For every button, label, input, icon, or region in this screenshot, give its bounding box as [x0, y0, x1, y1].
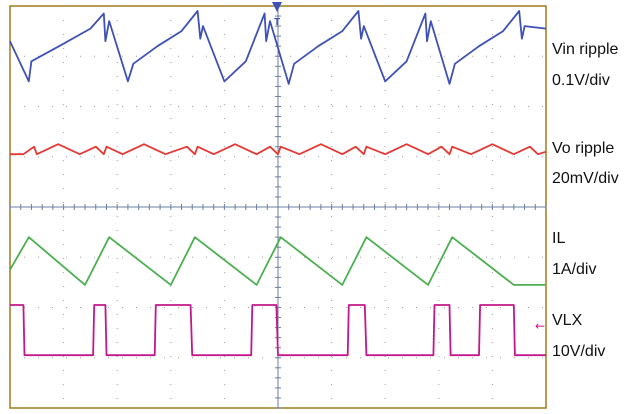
- label-vo-ripple-scale: 20mV/div: [552, 170, 619, 187]
- trace-vin-ripple: [9, 10, 547, 85]
- label-il-scale: 1A/div: [552, 261, 597, 278]
- trace-vlx: [10, 304, 546, 357]
- label-vo-ripple-name: Vo ripple: [552, 140, 615, 157]
- label-vlx-name: VLX: [552, 312, 583, 329]
- trace-il: [9, 236, 546, 286]
- label-vin-ripple-scale: 0.1V/div: [552, 72, 610, 89]
- trace-vo-ripple: [10, 143, 547, 156]
- label-vin-ripple-name: Vin ripple: [552, 41, 619, 58]
- label-vlx-scale: 10V/div: [552, 343, 606, 360]
- label-il-name: IL: [552, 230, 566, 247]
- vlx-level-marker: ←: [535, 319, 545, 333]
- trigger-marker: [272, 2, 282, 12]
- traces: [9, 10, 547, 357]
- trigger-marker-label: T: [274, 17, 280, 28]
